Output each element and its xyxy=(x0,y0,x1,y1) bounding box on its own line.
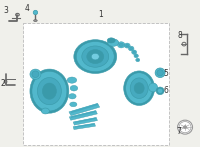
Ellipse shape xyxy=(124,71,155,106)
Text: 6: 6 xyxy=(164,86,169,95)
Polygon shape xyxy=(73,117,97,125)
Ellipse shape xyxy=(132,50,137,54)
Ellipse shape xyxy=(134,83,144,94)
Ellipse shape xyxy=(126,44,129,47)
Ellipse shape xyxy=(124,43,130,48)
Ellipse shape xyxy=(82,46,109,67)
Ellipse shape xyxy=(157,70,163,76)
Ellipse shape xyxy=(34,20,37,21)
Ellipse shape xyxy=(130,78,148,98)
Ellipse shape xyxy=(30,69,41,79)
Ellipse shape xyxy=(178,120,193,134)
Text: 4: 4 xyxy=(25,4,30,13)
Ellipse shape xyxy=(67,77,77,83)
Ellipse shape xyxy=(41,108,49,114)
Ellipse shape xyxy=(70,102,77,107)
Text: 7: 7 xyxy=(177,127,181,136)
Text: 8: 8 xyxy=(178,31,182,40)
Ellipse shape xyxy=(128,46,134,51)
Ellipse shape xyxy=(136,58,140,62)
Ellipse shape xyxy=(117,42,125,48)
Ellipse shape xyxy=(33,10,38,15)
Text: 3: 3 xyxy=(3,6,8,15)
Polygon shape xyxy=(70,103,98,113)
Ellipse shape xyxy=(108,39,119,46)
Bar xyxy=(23,23,169,145)
Polygon shape xyxy=(69,103,100,116)
Ellipse shape xyxy=(74,40,117,74)
Ellipse shape xyxy=(91,53,99,60)
Ellipse shape xyxy=(32,71,67,111)
Ellipse shape xyxy=(156,87,164,95)
Ellipse shape xyxy=(70,85,78,91)
Ellipse shape xyxy=(107,38,115,43)
Text: 1: 1 xyxy=(98,10,103,19)
Ellipse shape xyxy=(130,47,133,50)
Ellipse shape xyxy=(133,51,136,53)
Ellipse shape xyxy=(42,83,56,99)
Ellipse shape xyxy=(37,78,61,105)
Polygon shape xyxy=(74,123,94,128)
Ellipse shape xyxy=(69,94,76,99)
Ellipse shape xyxy=(183,126,187,129)
Ellipse shape xyxy=(179,122,191,133)
Ellipse shape xyxy=(134,54,138,58)
Ellipse shape xyxy=(119,43,123,47)
Ellipse shape xyxy=(126,73,153,104)
Polygon shape xyxy=(73,123,95,130)
Ellipse shape xyxy=(135,55,137,57)
Ellipse shape xyxy=(30,69,69,113)
Ellipse shape xyxy=(149,83,158,92)
Ellipse shape xyxy=(32,71,39,78)
Ellipse shape xyxy=(137,59,139,61)
Text: 2: 2 xyxy=(1,78,5,88)
Ellipse shape xyxy=(158,88,163,93)
Polygon shape xyxy=(69,111,97,120)
Polygon shape xyxy=(74,118,96,123)
Polygon shape xyxy=(71,111,96,118)
Ellipse shape xyxy=(155,68,165,78)
Ellipse shape xyxy=(76,42,114,72)
Text: 5: 5 xyxy=(164,69,169,78)
Ellipse shape xyxy=(87,50,104,64)
